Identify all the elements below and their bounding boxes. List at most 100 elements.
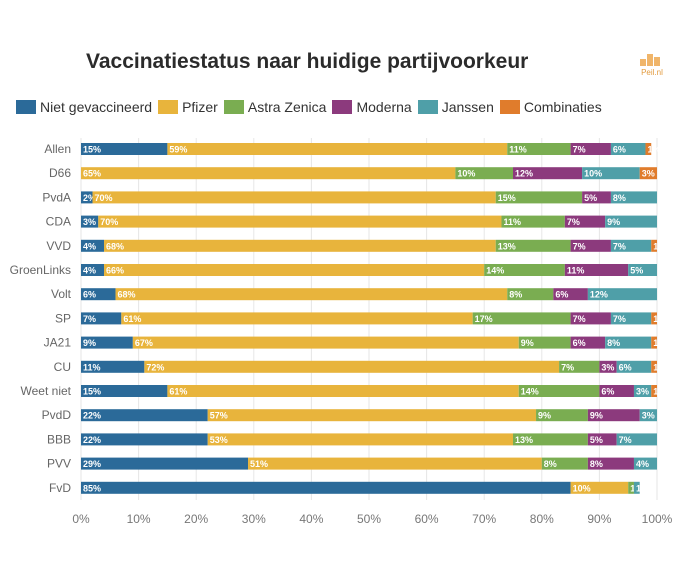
bar-segment bbox=[455, 167, 513, 180]
data-label: 5% bbox=[630, 266, 643, 276]
bar-segment bbox=[616, 433, 657, 446]
data-label: 8% bbox=[613, 193, 626, 203]
data-label: 1% bbox=[653, 387, 666, 397]
data-label: 13% bbox=[515, 435, 533, 445]
data-label: 66% bbox=[106, 266, 124, 276]
bar-segment bbox=[81, 457, 249, 470]
data-label: 65% bbox=[83, 169, 101, 179]
bar-segment bbox=[81, 143, 168, 155]
x-tick-label: 80% bbox=[530, 512, 554, 526]
data-label: 6% bbox=[601, 387, 614, 397]
data-label: 5% bbox=[584, 193, 597, 203]
bar-segment bbox=[582, 167, 640, 180]
data-label: 7% bbox=[573, 314, 586, 324]
bar-segment bbox=[518, 385, 600, 397]
legend-label: Combinaties bbox=[523, 99, 602, 115]
bar-segment bbox=[570, 312, 611, 325]
data-label: 70% bbox=[100, 217, 118, 227]
category-label: BBB bbox=[47, 432, 71, 446]
data-label: 14% bbox=[521, 387, 539, 397]
data-label: 8% bbox=[509, 290, 522, 300]
data-label: 12% bbox=[515, 169, 533, 179]
data-label: 6% bbox=[619, 362, 632, 372]
category-label: CU bbox=[54, 360, 71, 374]
data-label: 7% bbox=[573, 241, 586, 251]
x-tick-label: 40% bbox=[299, 512, 323, 526]
legend-swatch bbox=[332, 100, 353, 114]
bar-segment bbox=[587, 433, 617, 446]
x-tick-label: 90% bbox=[587, 512, 611, 526]
data-label: 1% bbox=[653, 338, 666, 348]
x-tick-label: 70% bbox=[472, 512, 496, 526]
data-label: 4% bbox=[83, 266, 96, 276]
data-label: 11% bbox=[503, 217, 521, 227]
category-label: Allen bbox=[44, 142, 71, 156]
data-label: 6% bbox=[573, 338, 586, 348]
data-label: 15% bbox=[498, 193, 516, 203]
peil-logo: Peil.nl bbox=[636, 46, 666, 78]
legend-swatch bbox=[16, 100, 36, 114]
data-label: 3% bbox=[83, 217, 96, 227]
data-label: 7% bbox=[567, 217, 580, 227]
data-label: 1% bbox=[653, 241, 666, 251]
data-label: 8% bbox=[607, 338, 620, 348]
bar-segment bbox=[518, 336, 571, 349]
x-tick-label: 50% bbox=[357, 512, 381, 526]
bar-segment bbox=[104, 264, 485, 276]
x-tick-label: 100% bbox=[642, 512, 673, 526]
category-label: GroenLinks bbox=[10, 263, 71, 277]
bar-segment bbox=[81, 481, 571, 494]
bar-segment bbox=[81, 239, 105, 252]
bar-segment bbox=[81, 360, 145, 373]
bar-segment bbox=[81, 288, 116, 301]
category-label: D66 bbox=[49, 166, 71, 180]
bar-segment bbox=[570, 239, 611, 252]
data-label: 22% bbox=[83, 435, 101, 445]
category-label: PvdA bbox=[42, 190, 71, 204]
chart-legend: Niet gevaccineerd Pfizer Astra Zenica Moder… bbox=[16, 98, 602, 116]
bar-segment bbox=[81, 409, 208, 422]
data-label: 68% bbox=[106, 241, 124, 251]
data-label: 14% bbox=[486, 266, 504, 276]
bar-segment bbox=[570, 481, 629, 494]
data-label: 7% bbox=[573, 145, 586, 155]
bar-segment bbox=[633, 457, 657, 470]
data-label: 1% bbox=[647, 145, 660, 155]
bar-segment bbox=[553, 288, 588, 301]
bar-segment bbox=[616, 360, 652, 373]
data-label: 1% bbox=[653, 314, 666, 324]
data-label: 61% bbox=[169, 387, 187, 397]
legend-item: Niet gevaccineerd bbox=[16, 99, 152, 115]
bar-segment bbox=[207, 409, 537, 422]
legend-item: Janssen bbox=[417, 99, 494, 115]
bar-segment bbox=[610, 239, 652, 252]
data-label: 2% bbox=[83, 193, 96, 203]
logo-text: Peil.nl bbox=[641, 68, 663, 77]
data-label: 6% bbox=[555, 290, 568, 300]
bar-segment bbox=[587, 288, 657, 301]
legend-swatch bbox=[223, 100, 244, 114]
category-label: PVV bbox=[47, 457, 71, 471]
data-label: 6% bbox=[613, 145, 626, 155]
data-label: 59% bbox=[169, 145, 187, 155]
data-label: 8% bbox=[590, 459, 603, 469]
data-label: 67% bbox=[135, 338, 153, 348]
bar-segment bbox=[628, 481, 634, 494]
category-label: PvdD bbox=[42, 408, 72, 422]
data-label: 70% bbox=[95, 193, 113, 203]
bar-segment bbox=[81, 167, 456, 180]
data-label: 51% bbox=[250, 459, 268, 469]
legend-swatch bbox=[499, 100, 520, 114]
category-label: CDA bbox=[46, 215, 71, 229]
bar-segment bbox=[513, 167, 583, 180]
bar-segment bbox=[507, 288, 554, 301]
bar-segment bbox=[92, 191, 496, 204]
legend-label: Niet gevaccineerd bbox=[40, 99, 153, 115]
data-label: 11% bbox=[567, 266, 585, 276]
category-label: FvD bbox=[49, 481, 71, 495]
bar-segment bbox=[651, 239, 657, 252]
bar-segment bbox=[605, 336, 652, 349]
data-label: 9% bbox=[590, 411, 603, 421]
